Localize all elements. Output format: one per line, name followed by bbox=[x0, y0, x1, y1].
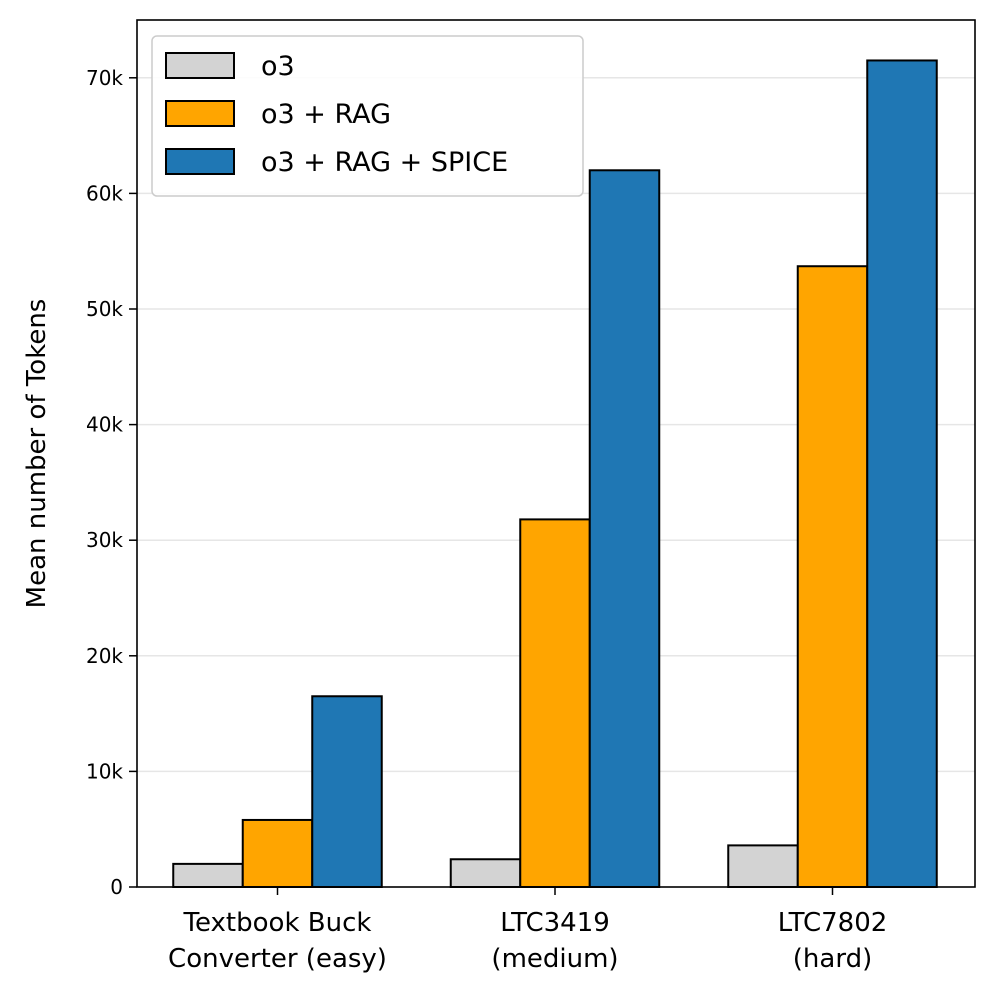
y-tick-label: 70k bbox=[86, 66, 123, 90]
y-tick-label: 30k bbox=[86, 528, 123, 552]
bar-o3-2 bbox=[449, 858, 522, 888]
bar-o3-rag-2 bbox=[519, 518, 591, 889]
legend-swatch bbox=[165, 100, 235, 127]
y-tick-label: 20k bbox=[86, 644, 123, 668]
legend-swatch bbox=[165, 148, 235, 175]
bar-o3-rag-3 bbox=[796, 265, 869, 888]
bar-o3-rag-1 bbox=[241, 818, 314, 889]
y-tick-label: 50k bbox=[86, 297, 123, 321]
legend-label: o3 + RAG bbox=[261, 99, 391, 130]
legend-label: o3 bbox=[261, 51, 295, 82]
x-tick-label: LTC3419 bbox=[500, 908, 610, 938]
y-tick-label: 0 bbox=[110, 875, 123, 899]
plot-frame bbox=[136, 19, 976, 888]
y-tick-label: 40k bbox=[86, 413, 123, 437]
x-tick-label: LTC7802 bbox=[778, 908, 888, 938]
x-tick-label: (medium) bbox=[491, 944, 618, 974]
bar-o3-1 bbox=[172, 862, 244, 889]
bar-o3-rag-spice-1 bbox=[311, 695, 383, 889]
bar-o3-rag-spice-2 bbox=[588, 169, 661, 888]
legend: o3 o3 + RAG o3 + RAG + SPICE bbox=[151, 35, 584, 197]
bar-o3-rag-spice-3 bbox=[866, 59, 938, 888]
y-axis-label: Mean number of Tokens bbox=[22, 299, 52, 609]
y-tick-label: 60k bbox=[86, 181, 123, 205]
x-tick-label: Textbook Buck bbox=[183, 908, 372, 938]
x-tick-label: Converter (easy) bbox=[168, 944, 387, 974]
legend-box bbox=[151, 35, 584, 197]
y-tick-label: 10k bbox=[86, 759, 123, 783]
axes: 0 10k 20k 30k 40k 50k 60k 70k Textbook Buck Conve… bbox=[86, 66, 887, 974]
legend-label: o3 + RAG + SPICE bbox=[261, 147, 508, 178]
bars bbox=[172, 59, 938, 889]
bar-o3-3 bbox=[727, 844, 799, 888]
legend-swatch bbox=[165, 52, 235, 79]
x-tick-label: (hard) bbox=[793, 944, 872, 974]
